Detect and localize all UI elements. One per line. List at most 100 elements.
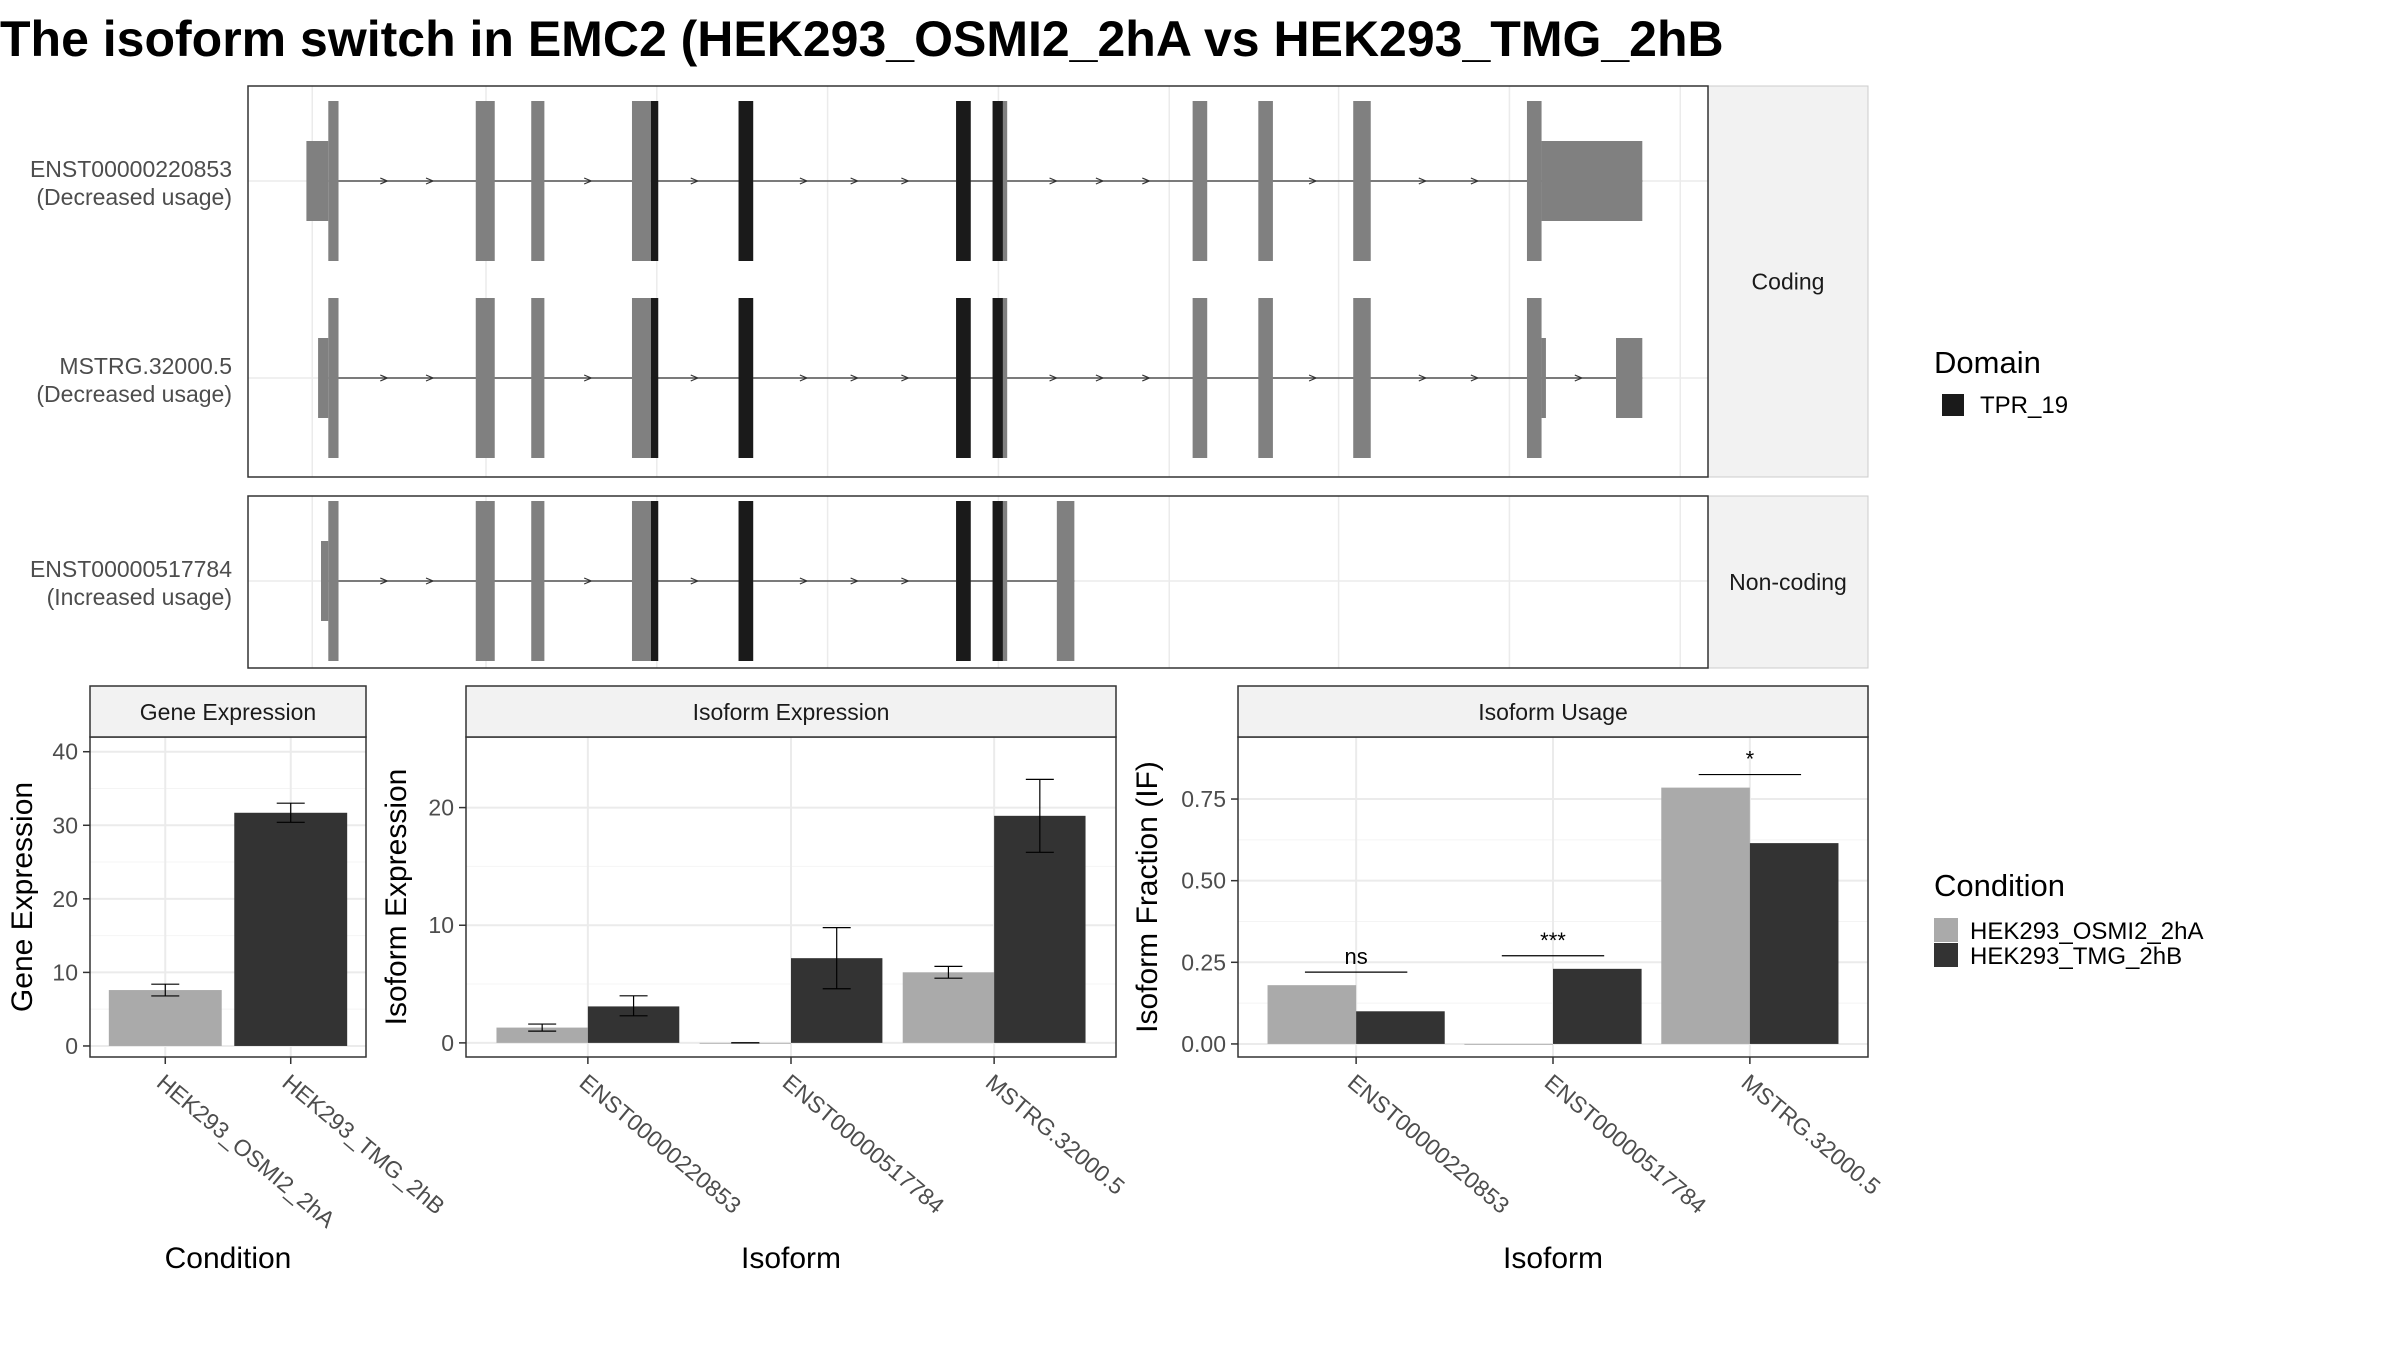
exon-block bbox=[475, 298, 495, 458]
strand-arrow bbox=[799, 177, 809, 185]
exon-block bbox=[1353, 298, 1371, 458]
x-axis-title: Isoform bbox=[1503, 1242, 1603, 1275]
strand-arrow bbox=[1574, 374, 1584, 382]
exon-block bbox=[531, 298, 545, 458]
exon-block bbox=[631, 298, 651, 458]
facet-panel-1: Non-coding ENST00000517784(Increased usag… bbox=[30, 495, 1869, 669]
strand-arrow bbox=[799, 577, 809, 585]
figure-title: The isoform switch in EMC2 (HEK293_OSMI2… bbox=[0, 11, 1724, 67]
bar-charts: Gene Expression010203040HEK293_OSMI2_2hA… bbox=[6, 685, 1886, 1275]
y-tick-label: 0 bbox=[65, 1033, 78, 1059]
transcript-name: ENST00000220853 bbox=[30, 156, 232, 182]
exon-block bbox=[1353, 101, 1371, 261]
domain-exon-block bbox=[650, 101, 659, 261]
domain-exon-block bbox=[956, 101, 971, 261]
domain-exon-block bbox=[738, 101, 754, 261]
bar-HEK293_OSMI2_2hA-MSTRG.32000.5 bbox=[1661, 787, 1750, 1044]
utr-block bbox=[321, 541, 329, 621]
strand-arrow bbox=[1095, 177, 1105, 185]
strand-arrow bbox=[583, 577, 593, 585]
x-axis-title: Condition bbox=[165, 1242, 292, 1275]
strand-arrow bbox=[1049, 374, 1059, 382]
utr-block bbox=[318, 338, 329, 418]
utr-block bbox=[1616, 338, 1643, 418]
transcript-ENST00000517784: ENST00000517784(Increased usage) bbox=[30, 501, 1075, 661]
exon-block bbox=[328, 501, 339, 661]
chart-1: Isoform Expression 0 10 20 ENST00000220853 EN… bbox=[380, 685, 1130, 1275]
exon-block bbox=[631, 501, 651, 661]
bar-HEK293_TMG_2hB-HEK293_TMG_2hB bbox=[234, 812, 348, 1046]
legends: Domain TPR_19 Condition HEK293_OSMI2_2hAHEK… bbox=[1934, 345, 2203, 970]
strand-arrow bbox=[901, 374, 910, 382]
significance-label: * bbox=[1746, 747, 1755, 772]
condition-legend-swatch bbox=[1934, 943, 1958, 967]
x-tick-label: MSTRG.32000.5 bbox=[1737, 1069, 1886, 1200]
strand-arrow bbox=[901, 577, 910, 585]
facet-strip-label: Coding bbox=[1752, 269, 1825, 295]
bar-HEK293_OSMI2_2hA-HEK293_OSMI2_2hA bbox=[108, 990, 222, 1046]
y-axis-title: Isoform Fraction (IF) bbox=[1131, 761, 1164, 1033]
utr-block bbox=[1541, 141, 1643, 221]
x-tick-label: ENST00000517784 bbox=[778, 1069, 950, 1219]
strand-arrow bbox=[425, 177, 435, 185]
chart-strip bbox=[465, 685, 1117, 738]
strand-arrow bbox=[425, 577, 435, 585]
exon-block bbox=[1056, 501, 1075, 661]
bar-HEK293_OSMI2_2hA-ENST00000220853 bbox=[1267, 985, 1357, 1044]
bar-HEK293_TMG_2hB-MSTRG.32000.5 bbox=[994, 815, 1086, 1043]
transcript-MSTRG.32000.5: MSTRG.32000.5(Decreased usage) bbox=[36, 298, 1643, 458]
strand-arrow bbox=[583, 177, 593, 185]
y-tick-label: 40 bbox=[52, 739, 78, 765]
strand-arrow bbox=[1470, 177, 1480, 185]
y-axis-title: Isoform Expression bbox=[380, 769, 413, 1026]
y-tick-label: 0.25 bbox=[1181, 949, 1226, 975]
exon-block bbox=[1192, 298, 1208, 458]
strand-arrow bbox=[380, 177, 389, 185]
strand-arrow bbox=[1308, 177, 1318, 185]
exon-block bbox=[328, 298, 339, 458]
transcript-name: ENST00000517784 bbox=[30, 556, 232, 582]
strand-arrow bbox=[850, 177, 860, 185]
condition-legend-label: HEK293_TMG_2hB bbox=[1970, 943, 2182, 970]
bar-HEK293_TMG_2hB-ENST00000220853 bbox=[1356, 1011, 1445, 1044]
y-axis-title: Gene Expression bbox=[6, 782, 39, 1012]
condition-legend-swatch bbox=[1934, 918, 1958, 942]
y-tick-label: 20 bbox=[428, 795, 454, 821]
condition-legend-title: Condition bbox=[1934, 868, 2065, 903]
transcript-usage: (Increased usage) bbox=[47, 584, 232, 610]
condition-legend-label: HEK293_OSMI2_2hA bbox=[1970, 918, 2203, 945]
strand-arrow bbox=[690, 177, 700, 185]
chart-strip-label: Gene Expression bbox=[140, 699, 316, 725]
x-axis-title: Isoform bbox=[741, 1242, 841, 1275]
chart-strip-label: Isoform Usage bbox=[1478, 699, 1628, 725]
domain-exon-block bbox=[956, 298, 971, 458]
exon-block bbox=[1258, 298, 1273, 458]
exon-block bbox=[475, 501, 495, 661]
y-tick-label: 0.50 bbox=[1181, 868, 1226, 894]
exon-block bbox=[531, 101, 545, 261]
facet-border bbox=[247, 85, 1709, 478]
facet-border bbox=[247, 495, 1709, 669]
y-tick-label: 0 bbox=[441, 1030, 454, 1056]
x-tick-label: ENST00000517784 bbox=[1540, 1069, 1712, 1219]
exon-block bbox=[1526, 101, 1542, 261]
significance-label: *** bbox=[1540, 928, 1566, 953]
domain-legend-swatch bbox=[1942, 394, 1964, 416]
x-tick-label: ENST00000220853 bbox=[1343, 1069, 1515, 1219]
transcript-usage: (Decreased usage) bbox=[36, 381, 232, 407]
transcript-usage: (Decreased usage) bbox=[36, 184, 232, 210]
strand-arrow bbox=[1142, 374, 1151, 382]
domain-exon-block bbox=[956, 501, 971, 661]
chart-2: ns****Isoform Usage0.000.250.500.75ENST0… bbox=[1131, 685, 1886, 1275]
strand-arrow bbox=[380, 577, 389, 585]
facet-strip bbox=[1707, 85, 1869, 478]
exon-block bbox=[328, 101, 339, 261]
bar-HEK293_OSMI2_2hA-MSTRG.32000.5 bbox=[902, 972, 995, 1043]
exon-block bbox=[1526, 298, 1542, 458]
strand-arrow bbox=[690, 577, 700, 585]
domain-exon-block bbox=[738, 501, 754, 661]
domain-exon-block bbox=[738, 298, 754, 458]
